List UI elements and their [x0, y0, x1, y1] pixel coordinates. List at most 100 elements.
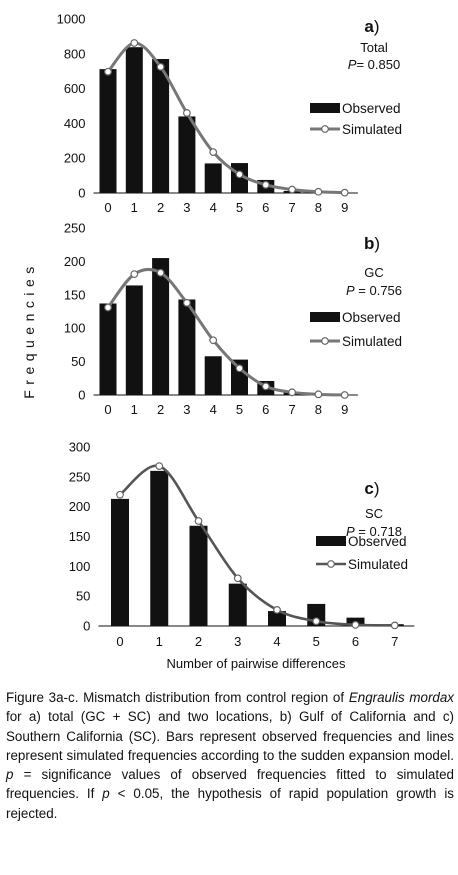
- legend-simulated-label: Simulated: [342, 122, 402, 137]
- caption-segment: Engraulis mordax: [348, 690, 454, 705]
- bar-observed: [204, 163, 222, 193]
- panel-name: SC: [365, 506, 383, 521]
- x-tick-label: 8: [315, 200, 322, 215]
- simulated-point: [155, 462, 164, 470]
- simulated-line: [106, 267, 345, 397]
- simulated-point: [261, 180, 270, 189]
- legend-observed-swatch: [310, 103, 340, 113]
- x-tick-label: 5: [313, 634, 320, 649]
- bar-observed: [231, 359, 248, 395]
- y-tick-label: 0: [78, 186, 85, 201]
- panel-name: GC: [364, 265, 384, 280]
- x-tick-label: 6: [262, 200, 269, 215]
- x-tick-label: 5: [236, 200, 243, 215]
- legend-simulated-marker: [321, 125, 329, 133]
- y-tick-label: 250: [69, 469, 91, 484]
- x-tick-label: 2: [195, 634, 202, 649]
- simulated-point: [209, 148, 218, 157]
- simulated-point: [314, 187, 323, 196]
- x-tick-label: 7: [288, 402, 295, 417]
- bar-observed: [268, 611, 286, 626]
- bar-observed: [189, 525, 208, 626]
- simulated-point: [312, 617, 321, 626]
- chart-panel-c: 0 50 100 150 200 250 300 0 1 2 3 4 5 6 7 c) SC P = 0.718O…: [69, 440, 415, 649]
- panel-p-value: P = 0.718: [346, 524, 402, 539]
- y-tick-label: 0: [83, 619, 90, 634]
- y-axis-title: Frequencies: [21, 261, 37, 399]
- y-tick-label: 800: [64, 46, 86, 61]
- legend-simulated-label: Simulated: [348, 557, 408, 572]
- simulated-point: [261, 382, 270, 391]
- caption-segment: < 0.05, the hypothesis of rapid populati…: [6, 786, 454, 821]
- simulated-line: [106, 41, 345, 195]
- bar-observed: [111, 498, 129, 626]
- simulated-point: [116, 490, 124, 499]
- panel-letter: a): [364, 17, 379, 36]
- legend-observed-label: Observed: [342, 101, 401, 116]
- x-tick-label: 8: [315, 402, 322, 417]
- y-tick-label: 200: [69, 499, 91, 514]
- bar-observed: [125, 285, 143, 395]
- simulated-point: [235, 170, 244, 179]
- x-tick-label: 0: [116, 634, 123, 649]
- x-tick-label: 7: [288, 200, 295, 215]
- y-tick-label: 100: [64, 321, 86, 336]
- x-tick-label: 0: [104, 402, 111, 417]
- legend-observed-swatch: [316, 536, 346, 546]
- simulated-point: [104, 67, 112, 76]
- bar-observed: [99, 69, 117, 193]
- simulated-point: [273, 605, 281, 614]
- caption-segment: = significance values of observed freque…: [6, 767, 454, 802]
- x-tick-label: 4: [273, 634, 280, 649]
- x-tick-label: 3: [183, 200, 190, 215]
- y-tick-label: 0: [78, 388, 85, 403]
- bar-observed: [178, 116, 196, 193]
- caption-segment: p: [102, 786, 110, 802]
- caption-segment: Figure 3a-c. Mismatch distribution from …: [6, 690, 349, 705]
- x-tick-label: 2: [157, 200, 164, 215]
- simulated-point: [390, 621, 399, 630]
- x-tick-label: 1: [131, 402, 138, 417]
- simulated-point: [156, 62, 165, 71]
- x-tick-label: 0: [104, 200, 111, 215]
- x-tick-label: 9: [341, 200, 348, 215]
- chart-panel-b: 0 50 100 150 200 250 0 1 2 3 4 5 6 7 8 9 b) GC P = 0.756 Ob…: [64, 221, 402, 418]
- simulated-point: [288, 388, 297, 397]
- legend-observed-label: Observed: [348, 534, 407, 549]
- bar-observed: [125, 47, 143, 193]
- panel-name: Total: [360, 40, 388, 55]
- simulated-point: [194, 517, 203, 525]
- simulated-point: [233, 574, 242, 583]
- x-tick-label: 3: [183, 402, 190, 417]
- legend-observed-label: Observed: [342, 310, 401, 325]
- simulated-point: [182, 109, 191, 117]
- simulated-point: [288, 185, 297, 194]
- x-tick-label: 1: [131, 200, 138, 215]
- legend-simulated-marker: [327, 560, 335, 568]
- bar-observed: [152, 59, 170, 193]
- simulated-line: [119, 464, 395, 627]
- simulated-point: [314, 390, 323, 399]
- caption-segment: for a) total (GC + SC) and two locations…: [6, 709, 454, 763]
- x-tick-label: 6: [262, 402, 269, 417]
- y-tick-label: 250: [64, 221, 86, 236]
- x-tick-label: 4: [210, 402, 217, 417]
- y-tick-label: 200: [64, 151, 86, 166]
- bar-observed: [99, 303, 117, 395]
- x-tick-label: 5: [236, 402, 243, 417]
- x-tick-label: 9: [341, 402, 348, 417]
- y-tick-label: 100: [69, 559, 91, 574]
- x-tick-label: 1: [156, 634, 163, 649]
- mismatch-distribution-figure: Frequencies Number of pairwise differenc…: [21, 12, 415, 671]
- legend-simulated-label: Simulated: [342, 334, 402, 349]
- panel-p-value: P= 0.850: [348, 57, 400, 72]
- y-tick-label: 400: [64, 116, 86, 131]
- simulated-point: [235, 364, 244, 373]
- bar-observed: [152, 258, 170, 395]
- y-tick-label: 300: [69, 440, 91, 455]
- simulated-point: [340, 188, 349, 197]
- simulated-point: [209, 336, 218, 345]
- y-tick-label: 1000: [57, 12, 86, 27]
- panel-letter: c): [364, 479, 379, 498]
- simulated-point: [130, 39, 139, 47]
